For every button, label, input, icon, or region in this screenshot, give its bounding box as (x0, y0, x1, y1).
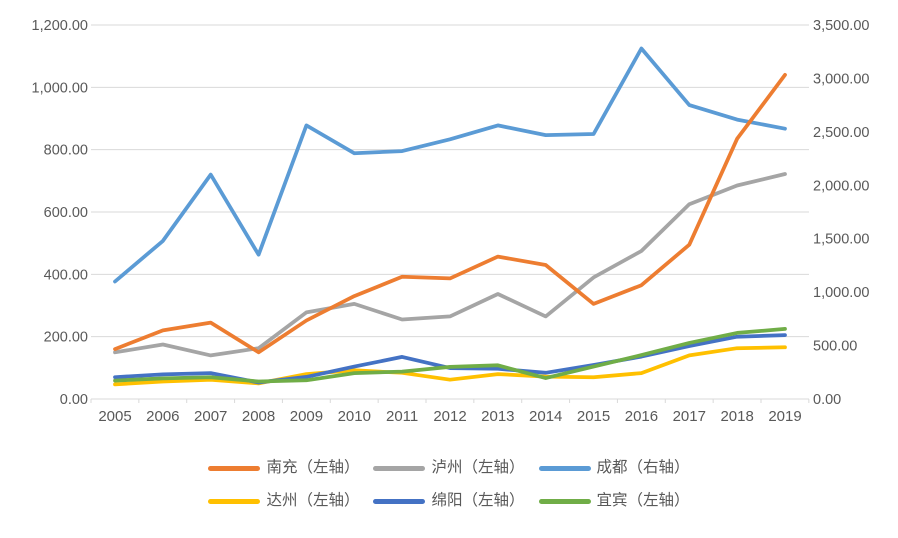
x-axis-label: 2008 (242, 408, 275, 425)
x-axis-label: 2019 (768, 408, 801, 425)
left-axis-tick-label: 800.00 (44, 143, 88, 159)
right-axis-tick-label: 500.00 (813, 339, 857, 355)
x-axis-label: 2015 (577, 408, 610, 425)
x-axis-label: 2012 (433, 408, 466, 425)
legend-item-luzhou: 泸州（左轴） (373, 458, 525, 478)
legend-label-nanchong: 南充（左轴） (266, 459, 360, 476)
x-axis-label: 2007 (194, 408, 227, 425)
legend-marker-chengdu (538, 465, 591, 471)
x-axis-label: 2006 (146, 408, 179, 425)
legend-marker-nanchong (208, 465, 261, 471)
series-line-dazhou (113, 345, 787, 387)
left-axis-tick-label: 1,000.00 (32, 80, 88, 96)
legend-item-dazhou: 达州（左轴） (208, 491, 359, 511)
x-axis-label: 2011 (386, 408, 418, 425)
legend-item-yibin: 宜宾（左轴） (538, 491, 690, 511)
right-axis-tick-label: 2,000.00 (813, 178, 869, 194)
legend-marker-luzhou (373, 465, 426, 471)
right-axis-tick-label: 3,500.00 (813, 18, 869, 34)
series-line-chengdu (113, 46, 787, 284)
left-axis-tick-label: 600.00 (44, 205, 88, 221)
legend-marker-mianyang (373, 498, 426, 504)
legend-item-chengdu: 成都（右轴） (538, 458, 690, 478)
plot-area: 0.00 200.00 400.00 600.00 800.00 1,000.00 1,20… (32, 18, 870, 425)
right-axis-tick-label: 2,500.00 (813, 125, 869, 141)
x-axis-label: 2014 (529, 408, 562, 425)
series-line-nanchong (113, 73, 787, 355)
left-axis-tick-label: 0.00 (60, 392, 88, 408)
legend-label-dazhou: 达州（左轴） (266, 492, 360, 509)
x-axis-label: 2017 (673, 408, 706, 425)
legend-marker-yibin (538, 498, 591, 504)
x-axis-label: 2018 (720, 408, 753, 425)
x-axis-label: 2010 (338, 408, 371, 425)
left-axis-tick-label: 400.00 (44, 267, 88, 283)
legend-item-nanchong: 南充（左轴） (208, 458, 359, 478)
series-line-luzhou (113, 172, 787, 358)
x-axis-label: 2005 (98, 408, 131, 425)
series-line-yibin (113, 327, 787, 384)
right-axis-tick-label: 1,000.00 (813, 285, 869, 301)
left-axis-tick-label: 200.00 (44, 330, 88, 346)
right-axis-tick-label: 0.00 (813, 392, 841, 408)
legend-label-luzhou: 泸州（左轴） (431, 459, 525, 476)
right-axis-tick-label: 3,000.00 (813, 71, 869, 87)
chart-legend: 南充（左轴） 泸州（左轴） 成都（右轴） 达州（左轴） 绵阳（左轴） (0, 458, 898, 511)
x-axis-label: 2016 (625, 408, 658, 425)
legend-row-2: 达州（左轴） 绵阳（左轴） 宜宾（左轴） (208, 491, 690, 511)
legend-label-mianyang: 绵阳（左轴） (431, 492, 525, 509)
x-axis-label: 2013 (481, 408, 514, 425)
left-axis-tick-label: 1,200.00 (32, 18, 88, 34)
right-axis-tick-label: 1,500.00 (813, 232, 869, 248)
x-axis-label: 2009 (290, 408, 323, 425)
legend-item-mianyang: 绵阳（左轴） (373, 491, 525, 511)
legend-row-1: 南充（左轴） 泸州（左轴） 成都（右轴） (208, 458, 690, 478)
legend-marker-dazhou (208, 498, 261, 504)
legend-label-chengdu: 成都（右轴） (596, 459, 690, 476)
legend-label-yibin: 宜宾（左轴） (596, 492, 690, 509)
